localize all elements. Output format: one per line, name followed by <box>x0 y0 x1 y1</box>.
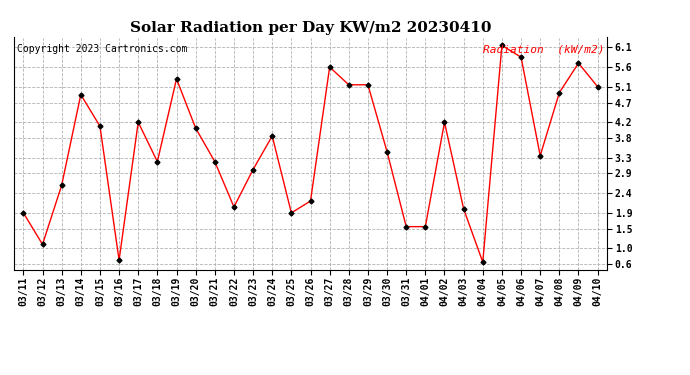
Text: Copyright 2023 Cartronics.com: Copyright 2023 Cartronics.com <box>17 45 187 54</box>
Text: Radiation  (kW/m2): Radiation (kW/m2) <box>483 45 604 54</box>
Title: Solar Radiation per Day KW/m2 20230410: Solar Radiation per Day KW/m2 20230410 <box>130 21 491 35</box>
